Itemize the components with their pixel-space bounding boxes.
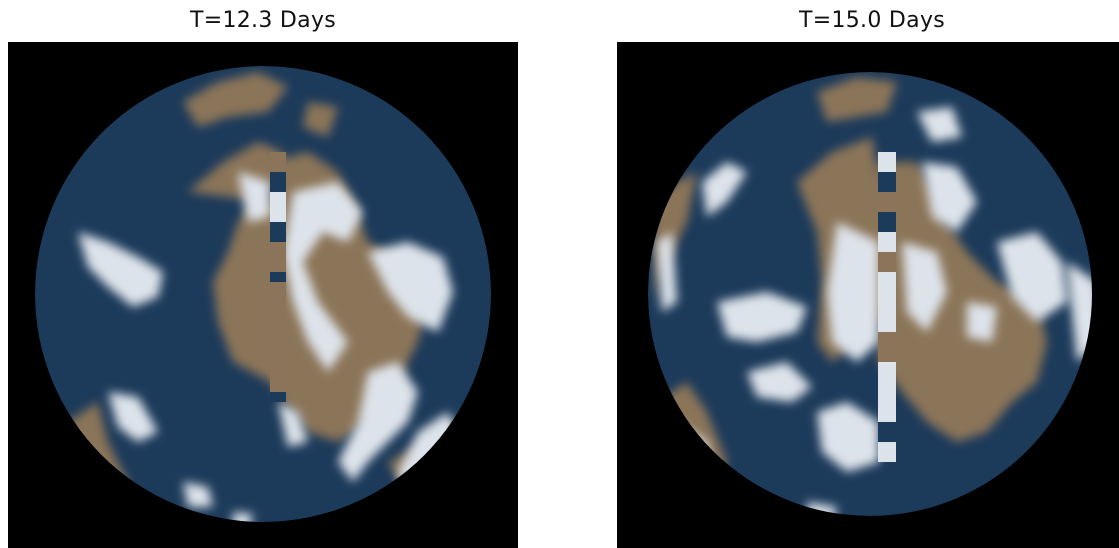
ice-patches	[78, 172, 463, 522]
planet-render	[617, 42, 1119, 548]
planet-panel-right: T=15.0 Days	[617, 0, 1119, 548]
panel-title: T=12.3 Days	[189, 8, 337, 33]
planet-image-frame	[617, 42, 1119, 548]
panel-title: T=15.0 Days	[798, 8, 946, 33]
ice-patches	[657, 107, 1092, 516]
planet-panel-left: T=12.3 Days	[8, 0, 518, 548]
planet-render	[8, 42, 518, 548]
planet-image-frame	[8, 42, 518, 548]
